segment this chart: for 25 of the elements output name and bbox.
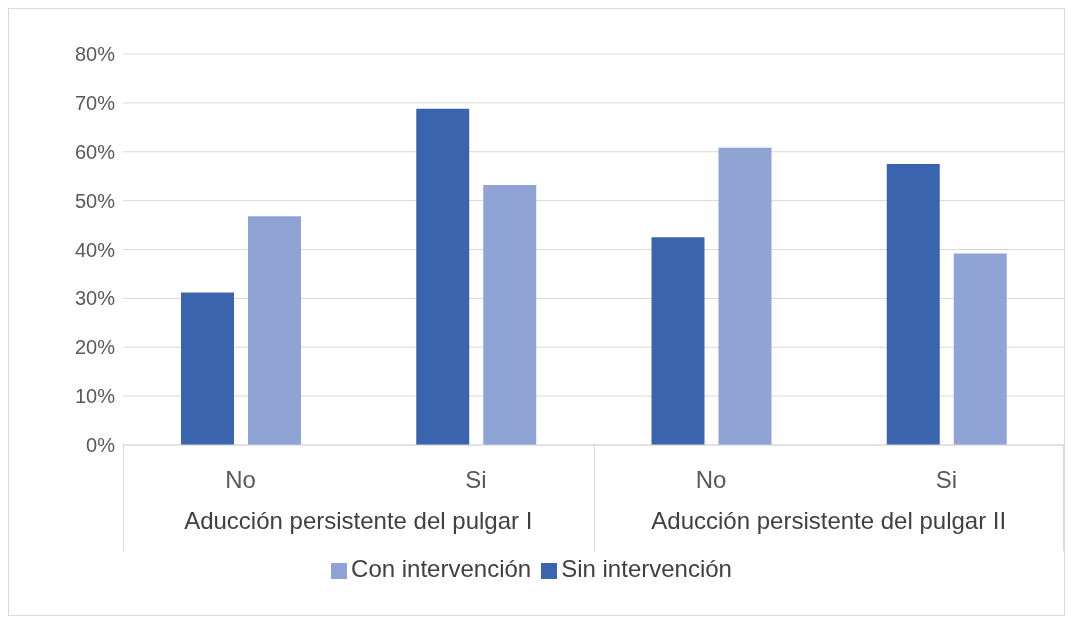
legend-label: Con intervención bbox=[351, 555, 532, 582]
text: Aducción persistente del pulgar I bbox=[183, 507, 534, 535]
x-tick-label: Si bbox=[465, 466, 487, 494]
bar bbox=[886, 163, 940, 445]
bar bbox=[416, 108, 470, 445]
y-tick-label: 10% bbox=[74, 385, 116, 408]
bar bbox=[651, 237, 705, 445]
x-tick-label: No bbox=[225, 466, 256, 494]
bar bbox=[953, 253, 1007, 445]
legend-label: Sin intervención bbox=[561, 555, 732, 582]
y-tick-label: 40% bbox=[74, 238, 116, 261]
bar bbox=[718, 147, 772, 445]
y-tick-label: 0% bbox=[86, 434, 116, 457]
y-tick-label: 30% bbox=[74, 287, 116, 310]
y-tick-label: 60% bbox=[74, 140, 116, 163]
bar bbox=[248, 216, 301, 445]
bar bbox=[181, 292, 234, 445]
x-tick-label: No bbox=[695, 466, 727, 494]
text: Aducción persistente del pulgar II bbox=[650, 507, 1008, 535]
x-tick-label: Si bbox=[935, 466, 958, 494]
y-tick-label: 50% bbox=[74, 189, 116, 212]
y-tick-label: 70% bbox=[74, 91, 116, 114]
y-tick-label: 80% bbox=[74, 43, 116, 66]
bar bbox=[483, 184, 537, 445]
y-tick-label: 20% bbox=[74, 336, 116, 359]
